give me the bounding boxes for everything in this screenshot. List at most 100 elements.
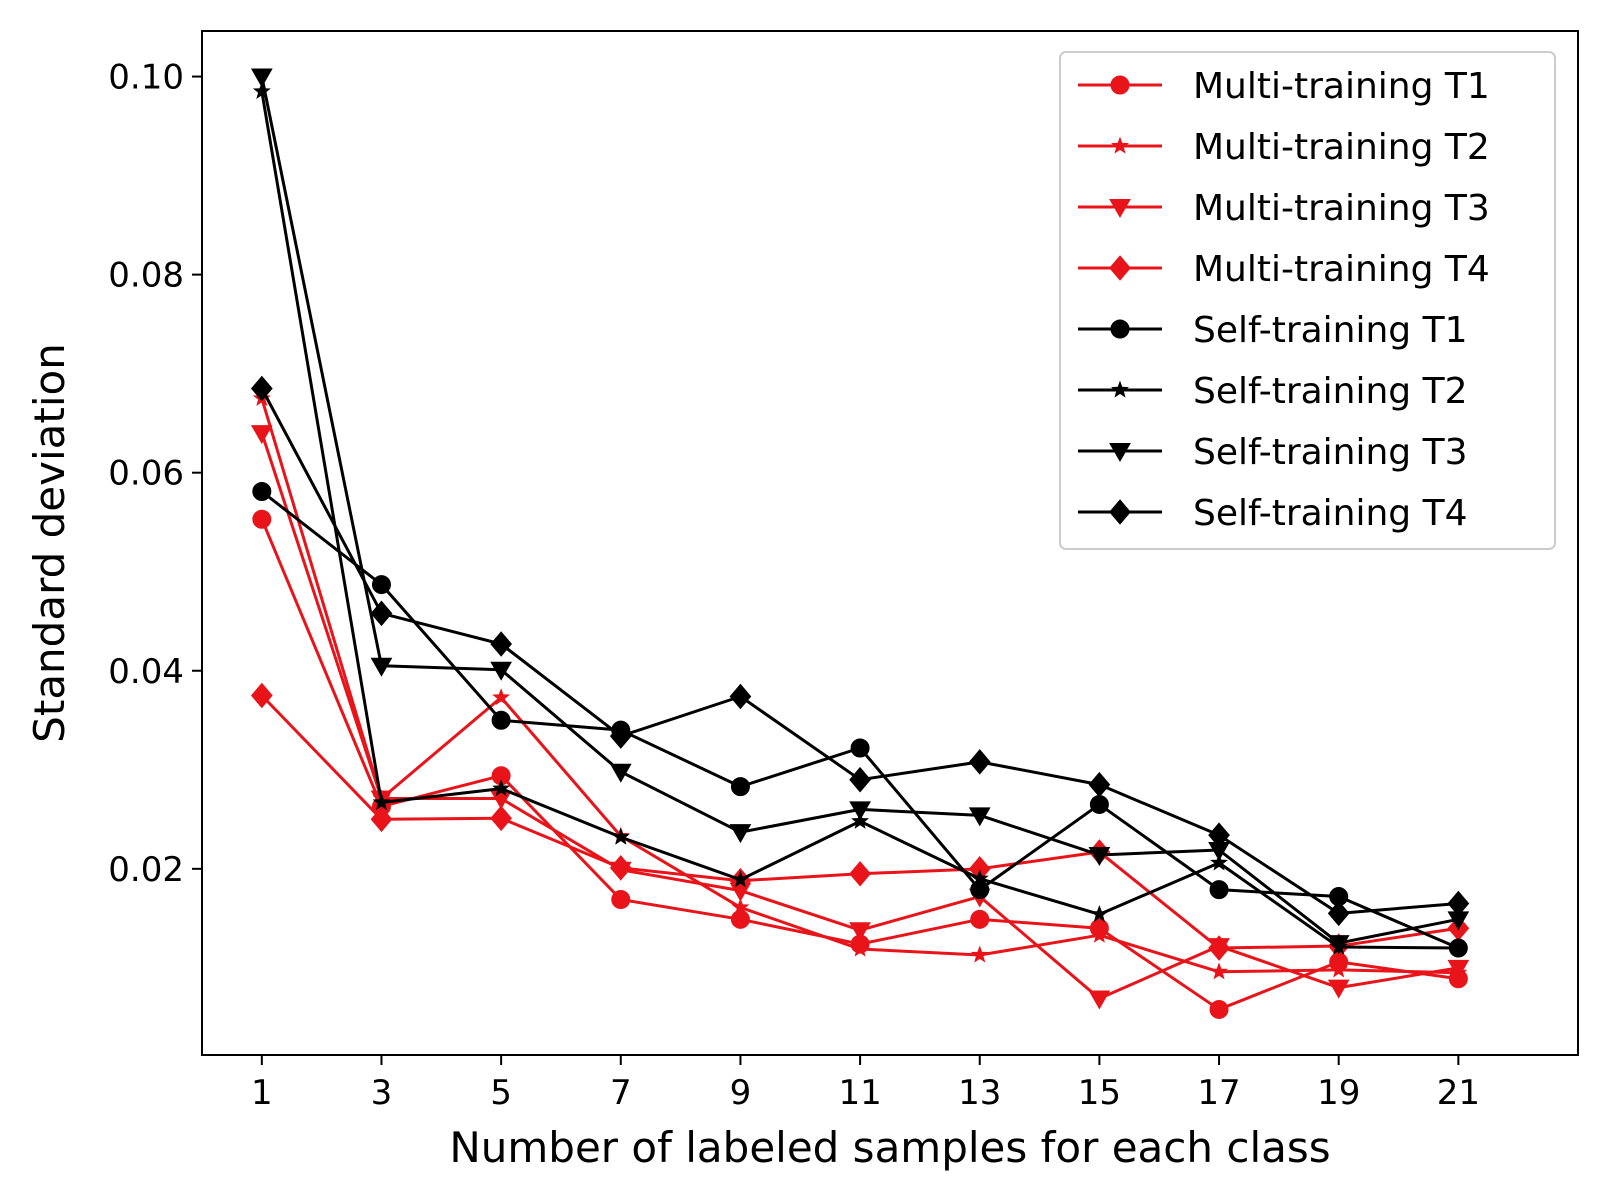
data-point xyxy=(1327,935,1350,955)
x-tick-label: 15 xyxy=(1078,1073,1121,1113)
data-point xyxy=(372,793,391,811)
y-axis: 0.02 0.04 0.06 0.08 0.10 xyxy=(108,58,202,890)
data-point xyxy=(490,805,512,832)
data-point xyxy=(851,811,870,829)
x-tick-label: 7 xyxy=(610,1073,632,1113)
data-point xyxy=(1449,938,1468,956)
y-tick-label: 0.02 xyxy=(108,850,184,890)
data-point xyxy=(370,600,393,627)
x-tick-label: 1 xyxy=(251,1073,273,1113)
data-point xyxy=(250,68,273,88)
y-tick-label: 0.04 xyxy=(108,652,184,692)
legend-label: Self-training T4 xyxy=(1193,493,1468,534)
data-point xyxy=(1208,935,1230,961)
x-tick-label: 3 xyxy=(371,1073,393,1113)
data-point xyxy=(970,869,989,887)
legend-label: Self-training T3 xyxy=(1193,432,1468,473)
data-point xyxy=(970,880,990,900)
legend-marker xyxy=(1109,255,1131,281)
data-point xyxy=(731,870,750,888)
legend-label: Multi-training T2 xyxy=(1193,127,1490,168)
data-point xyxy=(611,827,630,845)
y-tick-label: 0.10 xyxy=(108,58,184,98)
legend-item: Self-training T3 xyxy=(1078,432,1468,473)
data-point xyxy=(1088,990,1111,1010)
data-point xyxy=(1209,880,1229,900)
legend-frame xyxy=(1059,51,1556,550)
data-point xyxy=(1210,962,1229,980)
legend-label: Multi-training T3 xyxy=(1193,188,1490,229)
data-point xyxy=(491,710,511,730)
data-point xyxy=(849,922,871,942)
data-point xyxy=(730,909,750,929)
legend-item: Self-training T1 xyxy=(1078,310,1468,351)
legend-marker xyxy=(1109,443,1131,463)
data-point xyxy=(1210,853,1229,871)
x-tick-label: 21 xyxy=(1437,1073,1480,1113)
data-point xyxy=(1327,979,1350,999)
data-point xyxy=(609,723,632,749)
y-tick-label: 0.06 xyxy=(108,454,184,494)
data-point xyxy=(370,657,393,677)
series-8 xyxy=(250,375,1470,927)
data-point xyxy=(970,909,990,929)
data-point xyxy=(490,631,512,657)
legend-marker xyxy=(1109,499,1131,525)
data-point xyxy=(611,890,631,910)
x-axis-label: Number of labeled samples for each class xyxy=(449,1123,1330,1172)
x-tick-label: 19 xyxy=(1317,1073,1360,1113)
data-point xyxy=(250,682,273,709)
series-7 xyxy=(250,68,1470,955)
data-point xyxy=(1327,900,1350,927)
data-point xyxy=(849,860,871,887)
legend-label: Self-training T1 xyxy=(1193,310,1468,351)
legend: Multi-training T1 Multi-training T2 Multi-… xyxy=(1059,51,1556,550)
data-point xyxy=(970,945,989,963)
data-point xyxy=(1447,959,1470,979)
data-point xyxy=(1329,960,1348,978)
data-point xyxy=(1088,771,1111,798)
data-point xyxy=(1090,925,1109,943)
data-point xyxy=(1209,999,1229,1019)
legend-item: Multi-training T2 xyxy=(1078,127,1490,168)
data-point xyxy=(968,749,991,775)
legend-marker xyxy=(1109,199,1131,219)
data-point xyxy=(250,375,273,402)
legend-item: Self-training T4 xyxy=(1078,493,1468,534)
data-point xyxy=(252,81,271,100)
legend-marker xyxy=(1111,136,1129,154)
x-tick-label: 5 xyxy=(490,1073,512,1113)
legend-item: Multi-training T4 xyxy=(1078,249,1490,290)
data-point xyxy=(729,824,752,844)
legend-item: Multi-training T3 xyxy=(1078,188,1490,229)
legend-label: Self-training T2 xyxy=(1193,371,1468,412)
series-1 xyxy=(252,509,1468,1019)
data-point xyxy=(1089,794,1109,814)
data-point xyxy=(851,939,870,957)
data-point xyxy=(849,801,871,821)
legend-item: Multi-training T1 xyxy=(1078,66,1490,107)
series-2 xyxy=(252,388,1468,981)
data-point xyxy=(490,661,512,681)
data-point xyxy=(729,683,752,710)
data-point xyxy=(850,738,870,758)
legend-label: Multi-training T1 xyxy=(1193,66,1490,107)
data-point xyxy=(968,807,991,827)
data-point xyxy=(492,688,511,706)
x-tick-label: 17 xyxy=(1197,1073,1240,1113)
x-tick-label: 13 xyxy=(958,1073,1001,1113)
data-point xyxy=(1088,846,1111,866)
plot-frame xyxy=(201,30,1579,1056)
legend-label: Multi-training T4 xyxy=(1193,249,1490,290)
data-point xyxy=(252,482,272,502)
series-layer xyxy=(250,68,1470,1019)
data-point xyxy=(1447,890,1470,917)
x-tick-label: 9 xyxy=(730,1073,752,1113)
data-point xyxy=(609,763,632,783)
legend-marker xyxy=(1111,380,1129,398)
data-point xyxy=(849,766,871,793)
data-point xyxy=(1090,904,1109,923)
data-point xyxy=(730,777,750,797)
y-axis-label: Standard deviation xyxy=(25,343,74,743)
